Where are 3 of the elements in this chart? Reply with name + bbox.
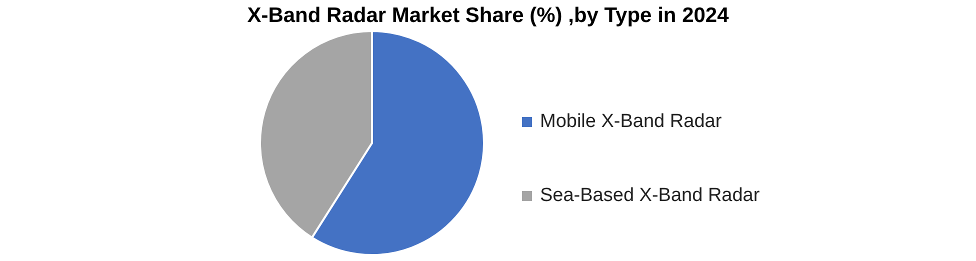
legend-label: Mobile X-Band Radar	[540, 111, 722, 133]
legend-label: Sea-Based X-Band Radar	[540, 185, 760, 207]
chart-title: X-Band Radar Market Share (%) ,by Type in 2024	[246, 4, 730, 28]
